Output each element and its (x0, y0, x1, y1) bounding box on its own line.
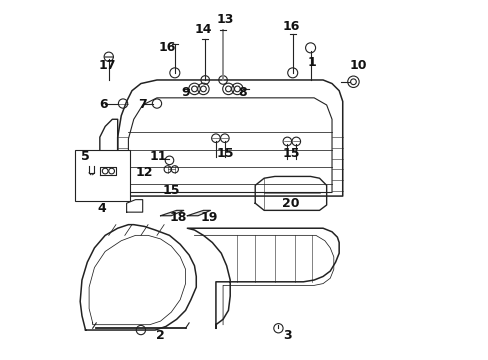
Text: 17: 17 (98, 59, 116, 72)
Text: 2: 2 (156, 329, 164, 342)
Text: 10: 10 (349, 59, 367, 72)
Text: 4: 4 (97, 202, 106, 215)
Text: 1: 1 (307, 55, 316, 69)
Text: 7: 7 (138, 99, 147, 112)
Text: 15: 15 (216, 147, 233, 160)
Text: 9: 9 (181, 86, 189, 99)
Text: 3: 3 (283, 329, 291, 342)
Text: 19: 19 (200, 211, 217, 224)
Text: 16: 16 (159, 41, 176, 54)
Text: 16: 16 (282, 20, 299, 33)
Text: 20: 20 (282, 197, 299, 210)
Text: 14: 14 (194, 23, 212, 36)
Text: 11: 11 (150, 150, 167, 163)
Text: 15: 15 (162, 184, 180, 197)
Text: 18: 18 (169, 211, 187, 224)
Polygon shape (160, 210, 183, 216)
Text: 8: 8 (238, 86, 246, 99)
Polygon shape (187, 210, 210, 216)
Text: 13: 13 (216, 13, 233, 26)
Text: 5: 5 (81, 150, 90, 163)
Text: 6: 6 (99, 99, 107, 112)
Polygon shape (100, 167, 116, 175)
Text: 15: 15 (282, 147, 299, 160)
Bar (75, 150, 130, 202)
Text: 12: 12 (136, 166, 153, 179)
